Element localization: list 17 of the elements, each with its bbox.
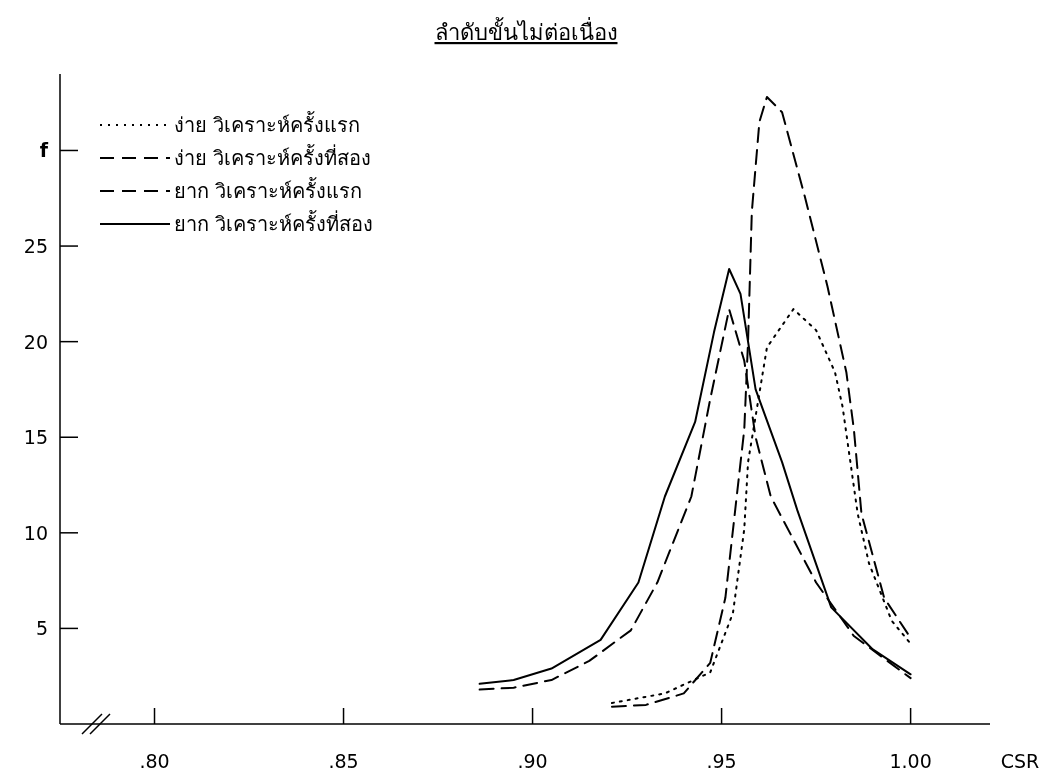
x-tick-label: .80 <box>139 750 170 772</box>
legend-label: ยาก วิเคราะห์ครั้งที่สอง <box>174 210 374 236</box>
y-tick-label: 15 <box>23 426 48 449</box>
chart-title: ลำดับขั้นไม่ต่อเนื่อง <box>434 17 618 45</box>
x-tick-label: .85 <box>328 750 359 772</box>
x-tick-label: .90 <box>517 750 548 772</box>
y-tick-label: f <box>39 139 49 162</box>
legend-label: ง่าย วิเคราะห์ครั้งที่สอง <box>174 144 372 170</box>
y-tick-label: 25 <box>23 235 48 258</box>
y-tick-label: 5 <box>35 617 48 640</box>
x-tick-label: 1.00 <box>889 750 932 772</box>
x-tick-label: .95 <box>706 750 737 772</box>
y-tick-label: 20 <box>23 330 48 353</box>
y-tick-label: 10 <box>23 521 48 544</box>
legend-label: ยาก วิเคราะห์ครั้งแรก <box>174 177 363 203</box>
legend-label: ง่าย วิเคราะห์ครั้งแรก <box>174 111 361 137</box>
x-axis-title: CSR <box>1000 750 1040 772</box>
